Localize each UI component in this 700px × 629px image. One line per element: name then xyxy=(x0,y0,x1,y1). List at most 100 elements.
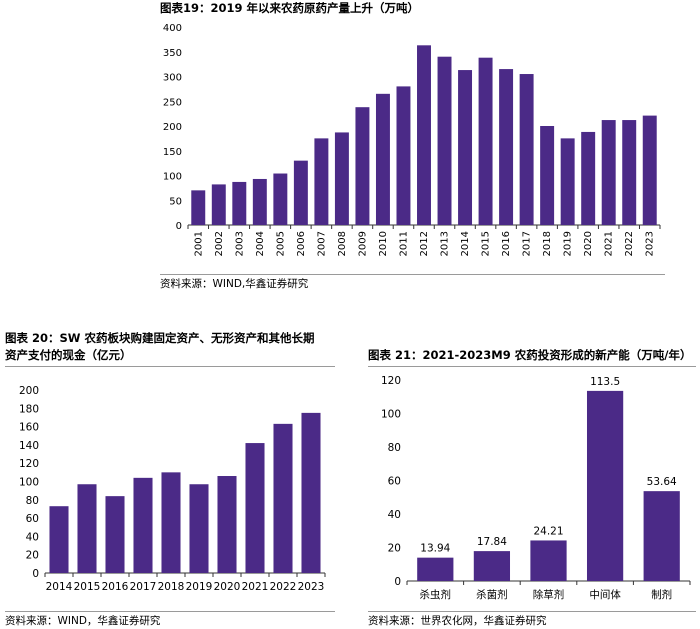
x-tick-label: 2014 xyxy=(460,231,471,256)
bar-2014 xyxy=(49,506,69,573)
bar-杀菌剂 xyxy=(473,551,511,581)
x-tick-label: 除草剂 xyxy=(533,588,565,601)
bar-2017 xyxy=(133,477,153,573)
bar-2010 xyxy=(375,93,390,225)
x-tick-label: 2015 xyxy=(74,581,101,593)
x-tick-label: 2008 xyxy=(337,231,348,256)
y-tick-label: 20 xyxy=(388,543,401,555)
chart20-title-divider xyxy=(5,366,335,367)
y-tick-label: 350 xyxy=(163,48,182,59)
x-tick-label: 2009 xyxy=(357,231,368,256)
x-tick-label: 2006 xyxy=(296,231,307,256)
bar-2018 xyxy=(540,126,555,225)
bar-2011 xyxy=(396,86,411,226)
bar-2004 xyxy=(252,178,267,225)
chart21-title-divider xyxy=(368,366,696,367)
x-tick-label: 2023 xyxy=(298,581,325,593)
x-tick-label: 2014 xyxy=(46,581,73,593)
y-tick-label: 100 xyxy=(19,477,39,489)
chart19-source: 资料来源：WIND,华鑫证券研究 xyxy=(160,278,309,290)
y-tick-label: 100 xyxy=(163,172,182,183)
x-tick-label: 2018 xyxy=(158,581,185,593)
data-label: 17.84 xyxy=(477,536,507,548)
x-tick-label: 杀虫剂 xyxy=(420,588,452,601)
y-tick-label: 200 xyxy=(19,385,39,397)
bar-2018 xyxy=(161,472,181,573)
y-tick-label: 160 xyxy=(19,422,39,434)
bar-2008 xyxy=(334,132,349,225)
bar-杀虫剂 xyxy=(417,557,454,581)
bar-2019 xyxy=(560,138,575,225)
x-tick-label: 2005 xyxy=(275,231,286,256)
x-tick-label: 2010 xyxy=(378,231,389,256)
y-tick-label: 50 xyxy=(169,196,182,207)
bar-2023 xyxy=(642,115,657,225)
x-tick-label: 杀菌剂 xyxy=(476,588,508,601)
y-tick-label: 60 xyxy=(26,513,39,525)
x-tick-label: 2002 xyxy=(214,231,225,256)
x-tick-label: 2021 xyxy=(242,581,269,593)
x-tick-label: 2020 xyxy=(583,231,594,256)
x-tick-label: 2022 xyxy=(624,231,635,256)
data-label: 13.94 xyxy=(420,543,450,555)
y-tick-label: 120 xyxy=(19,458,39,470)
x-tick-label: 2018 xyxy=(542,231,553,256)
bar-2019 xyxy=(189,484,209,573)
data-label: 53.64 xyxy=(647,476,677,488)
chart20-title-line2: 资产支付的现金（亿元） xyxy=(5,348,132,362)
x-tick-label: 2017 xyxy=(130,581,157,593)
bar-2015 xyxy=(77,484,97,573)
x-tick-label: 2022 xyxy=(270,581,297,593)
bar-2021 xyxy=(601,120,616,225)
x-tick-label: 2012 xyxy=(419,231,430,256)
bar-2021 xyxy=(245,443,265,573)
bar-2013 xyxy=(437,56,452,226)
x-tick-label: 2003 xyxy=(234,231,245,256)
data-label: 24.21 xyxy=(533,525,563,537)
y-tick-label: 140 xyxy=(19,440,39,452)
x-tick-label: 制剂 xyxy=(651,588,672,601)
bar-2022 xyxy=(273,423,293,573)
y-tick-label: 250 xyxy=(163,97,182,108)
y-tick-label: 40 xyxy=(388,509,401,521)
chart20-divider xyxy=(5,611,335,612)
y-tick-label: 0 xyxy=(32,568,39,580)
chart21-title: 图表 21：2021-2023M9 农药投资形成的新产能（万吨/年） xyxy=(368,348,692,362)
bar-除草剂 xyxy=(530,540,567,581)
bar-2009 xyxy=(355,107,370,225)
chart21-divider xyxy=(368,611,696,612)
y-tick-label: 100 xyxy=(381,409,401,421)
chart20-title-line1: 图表 20：SW 农药板块购建固定资产、无形资产和其他长期 xyxy=(5,331,315,345)
bar-2012 xyxy=(417,45,431,225)
y-tick-label: 0 xyxy=(394,576,401,588)
x-tick-label: 2007 xyxy=(316,231,327,256)
x-tick-label: 2015 xyxy=(481,231,492,256)
x-tick-label: 2016 xyxy=(501,231,512,256)
bar-2022 xyxy=(622,120,637,225)
x-tick-label: 2016 xyxy=(102,581,129,593)
bar-2015 xyxy=(478,57,493,225)
chart20-source: 资料来源：WIND，华鑫证券研究 xyxy=(5,615,161,627)
y-tick-label: 20 xyxy=(26,550,39,562)
chart19-divider xyxy=(160,274,665,275)
x-tick-label: 2020 xyxy=(214,581,241,593)
y-tick-label: 200 xyxy=(163,122,182,133)
y-tick-label: 80 xyxy=(26,495,39,507)
bar-2002 xyxy=(211,184,226,225)
y-tick-label: 180 xyxy=(19,403,39,415)
bar-2007 xyxy=(314,138,329,225)
y-tick-label: 400 xyxy=(163,23,182,34)
bar-2020 xyxy=(217,476,237,573)
y-tick-label: 80 xyxy=(388,442,401,454)
bar-2006 xyxy=(293,160,308,225)
bar-2016 xyxy=(499,69,514,225)
data-label: 113.5 xyxy=(590,376,620,388)
x-tick-label: 2004 xyxy=(255,231,266,256)
bar-2017 xyxy=(519,74,534,226)
y-tick-label: 150 xyxy=(163,147,182,158)
bar-2001 xyxy=(191,190,206,225)
y-tick-label: 60 xyxy=(388,476,401,488)
x-tick-label: 2013 xyxy=(440,231,451,256)
